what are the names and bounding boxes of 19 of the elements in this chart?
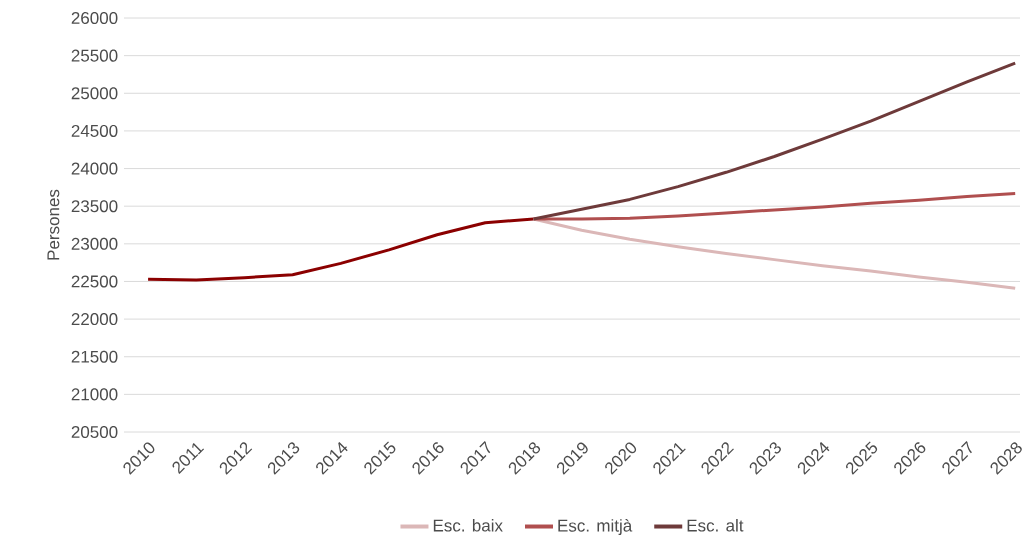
y-tick-label: 26000 (71, 11, 118, 25)
y-tick-label: 23500 (71, 200, 118, 213)
legend-label: Esc. mitjà (558, 518, 633, 536)
y-tick-label: 20500 (71, 425, 118, 439)
y-tick-label: 22500 (71, 275, 118, 288)
y-axis-title: Persones (47, 189, 60, 260)
y-tick-label: 21500 (71, 350, 118, 363)
line-series (146, 217, 535, 282)
y-tick-label: 24000 (71, 162, 118, 175)
legend-label: Esc. baix (433, 519, 503, 532)
y-tick-label: 24500 (71, 124, 118, 137)
y-tick-label: 25000 (71, 87, 118, 100)
y-tick-label: 22000 (71, 313, 118, 326)
y-tick-label: 21000 (71, 388, 118, 401)
y-tick-label: 23000 (71, 237, 118, 250)
line-series (531, 191, 1017, 221)
legend-label: Esc. alt (687, 519, 744, 532)
line-series (531, 217, 1017, 290)
y-tick-label: 25500 (71, 49, 118, 62)
